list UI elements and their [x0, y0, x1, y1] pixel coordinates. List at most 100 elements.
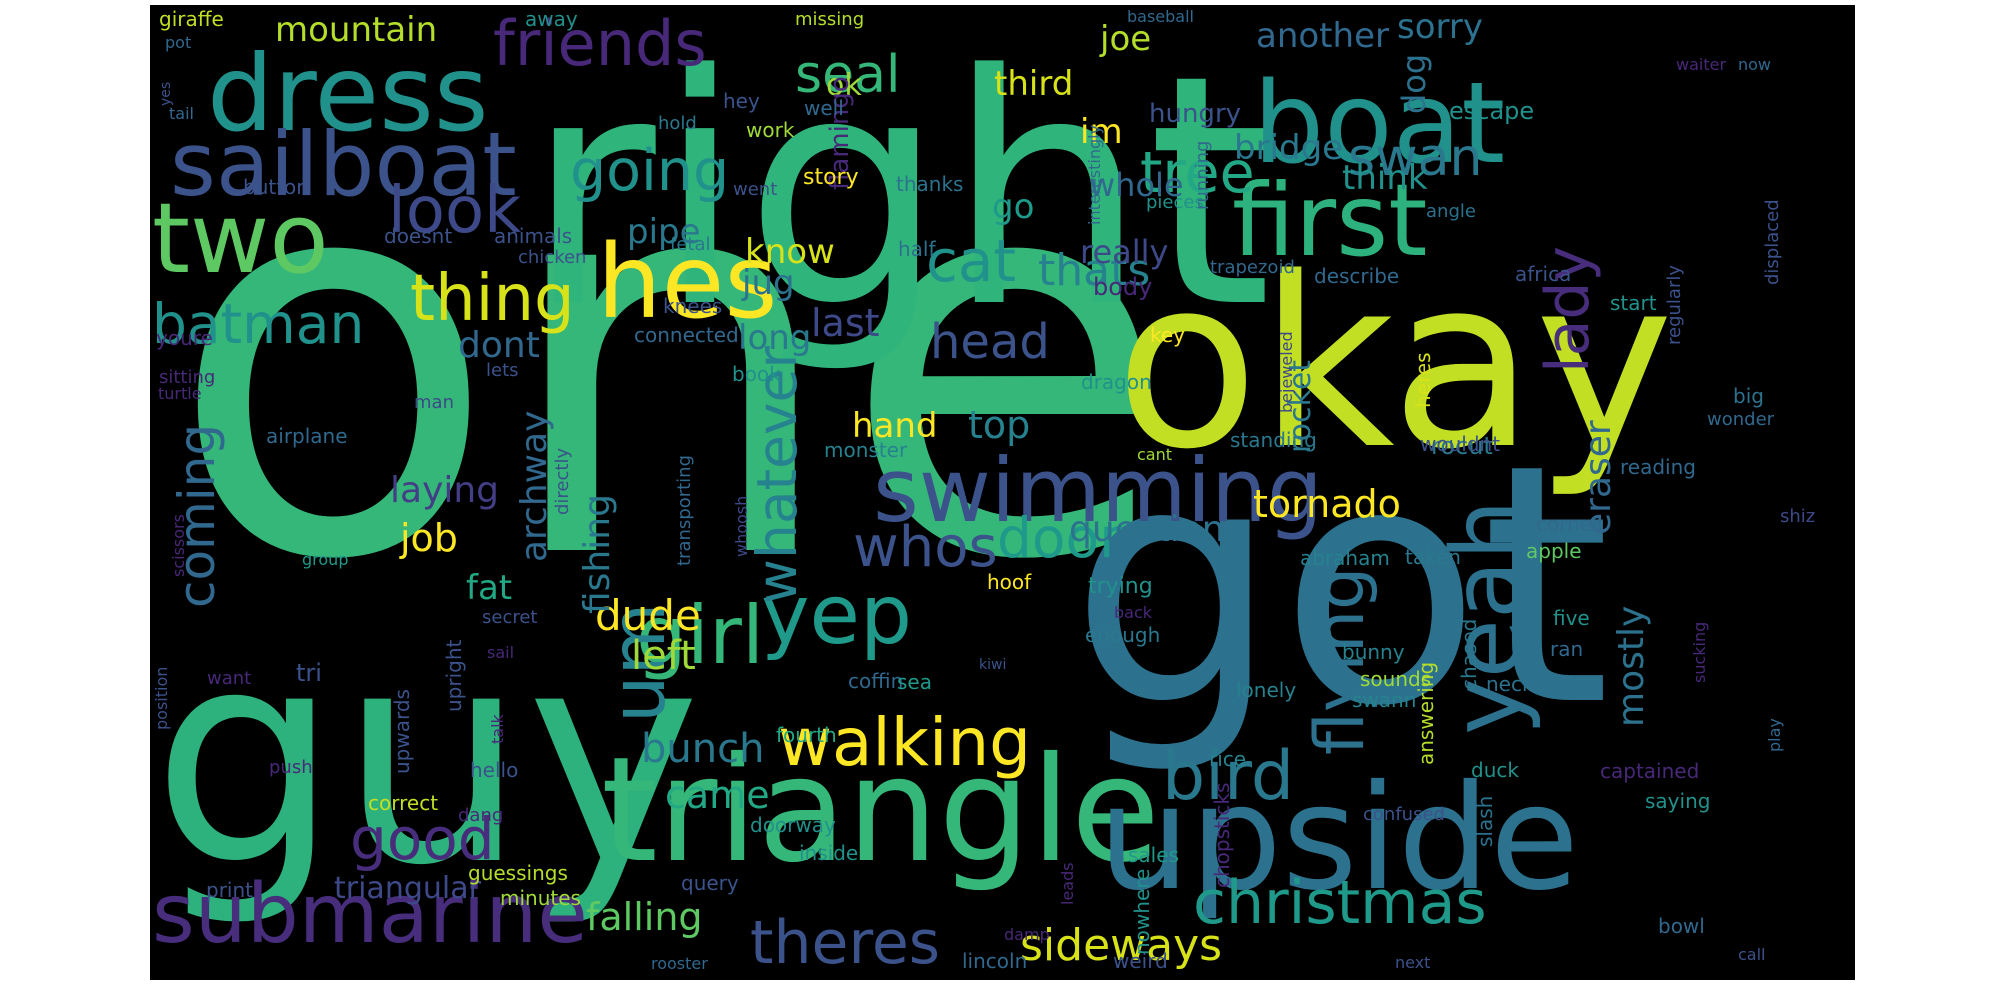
word-mostly: mostly — [1611, 606, 1652, 727]
word-dragon: dragon — [1081, 370, 1152, 394]
word-tornado: tornado — [1253, 482, 1401, 526]
word-hello: hello — [470, 758, 518, 782]
word-tri: tri — [296, 659, 322, 687]
word-joe: joe — [1099, 19, 1151, 59]
word-leads: leads — [1058, 862, 1077, 905]
word-big: big — [1733, 384, 1764, 408]
word-yes: yes — [158, 82, 174, 106]
word-away: away — [525, 7, 578, 31]
word-one: one — [168, 50, 1173, 678]
word-lets: lets — [486, 360, 519, 381]
word-christmas: christmas — [1193, 868, 1487, 938]
word-top: top — [968, 403, 1030, 447]
word-really: really — [1080, 233, 1168, 271]
word-sea: sea — [897, 670, 932, 694]
word-turtle: turtle — [158, 384, 202, 403]
word-third: third — [994, 64, 1073, 104]
word-whos: whos — [853, 515, 998, 580]
word-hungry: hungry — [1149, 99, 1241, 129]
word-secret: secret — [482, 607, 538, 628]
word-submarine: submarine — [152, 867, 588, 962]
word-pipe: pipe — [627, 212, 701, 252]
word-trying: trying — [1088, 574, 1153, 599]
word-thats: thats — [1038, 245, 1150, 296]
word-key: key — [1150, 323, 1185, 347]
word-tree: tree — [1140, 140, 1255, 206]
word-theres: theres — [750, 908, 940, 978]
word-waiter: waiter — [1676, 55, 1726, 74]
word-running: running — [1192, 141, 1213, 210]
word-girl: girl — [636, 589, 764, 682]
word-question: question — [1069, 509, 1225, 550]
word-five: five — [1553, 606, 1590, 630]
word-mountain: mountain — [275, 10, 437, 50]
word-fourth: fourth — [776, 723, 837, 747]
word-rocket: rocket — [1283, 360, 1318, 453]
word-boat: boat — [1253, 59, 1505, 189]
word-hold: hold — [658, 113, 697, 134]
word-chased: chased — [1457, 619, 1481, 690]
word-captained: captained — [1600, 759, 1699, 783]
word-came: came — [665, 773, 770, 817]
word-hoof: hoof — [987, 570, 1032, 594]
word-standing: standing — [1230, 428, 1317, 452]
word-missing: missing — [795, 9, 864, 30]
word-back: back — [1114, 603, 1153, 622]
word-lady: lady — [1533, 246, 1603, 373]
word-abraham: abraham — [1300, 546, 1390, 570]
word-im: im — [1080, 112, 1123, 152]
word-pot: pot — [165, 33, 191, 52]
word-inside: inside — [799, 841, 858, 865]
word-bowl: bowl — [1658, 914, 1705, 938]
word-push: push — [269, 757, 313, 778]
word-guy: guy — [152, 586, 701, 930]
word-flamingo: flamingo — [825, 76, 855, 190]
word-swan: swan — [1348, 128, 1482, 188]
word-query: query — [681, 871, 739, 895]
word-thanks: thanks — [896, 172, 963, 196]
word-know: know — [745, 232, 835, 272]
word-baseball: baseball — [1127, 7, 1194, 26]
word-ok: ok — [826, 68, 862, 103]
word-whoosh: whoosh — [732, 496, 751, 557]
word-bird: bird — [1162, 737, 1294, 816]
word-reading: reading — [1620, 455, 1696, 479]
word-pieces: pieces — [1146, 192, 1204, 213]
word-lonely: lonely — [1236, 678, 1296, 702]
word-minutes: minutes — [500, 886, 581, 910]
word-swann: swann — [1352, 688, 1416, 712]
word-guessings: guessings — [468, 861, 568, 885]
word-think: think — [1342, 158, 1428, 198]
word-escape: escape — [1449, 97, 1534, 125]
word-job: job — [399, 516, 458, 560]
word-directly: directly — [552, 448, 573, 515]
word-taken: taken — [1405, 545, 1461, 569]
word-flying: flying — [1301, 567, 1380, 755]
word-doorway: doorway — [750, 813, 836, 837]
word-work: work — [746, 118, 795, 142]
word-laying: laying — [390, 470, 499, 511]
word-shiz: shiz — [1780, 506, 1815, 527]
word-door: door — [997, 506, 1122, 570]
word-sucking: sucking — [1690, 622, 1709, 683]
word-rice: rice — [1209, 747, 1246, 771]
word-trapezoid: trapezoid — [1210, 257, 1295, 278]
word-story: story — [803, 165, 859, 190]
word-print: print — [206, 878, 253, 902]
word-enough: enough — [1085, 623, 1160, 647]
word-transporting: transporting — [674, 455, 695, 566]
word-knees: knees — [663, 294, 722, 318]
word-got: got — [1070, 394, 1611, 778]
word-dress: dress — [207, 33, 489, 155]
word-start: start — [1610, 291, 1657, 315]
word-damp: damp — [1004, 925, 1050, 944]
word-dang: dang — [458, 805, 503, 826]
word-lincoln: lincoln — [962, 949, 1027, 973]
word-long: long — [738, 318, 811, 358]
word-correct: correct — [368, 791, 438, 815]
word-neck: neck — [1486, 672, 1534, 696]
word-triangular: triangular — [334, 871, 482, 906]
word-interestingly: interestingly — [1085, 125, 1104, 225]
word-seal: seal — [795, 45, 900, 105]
word-sail: sail — [487, 643, 514, 662]
